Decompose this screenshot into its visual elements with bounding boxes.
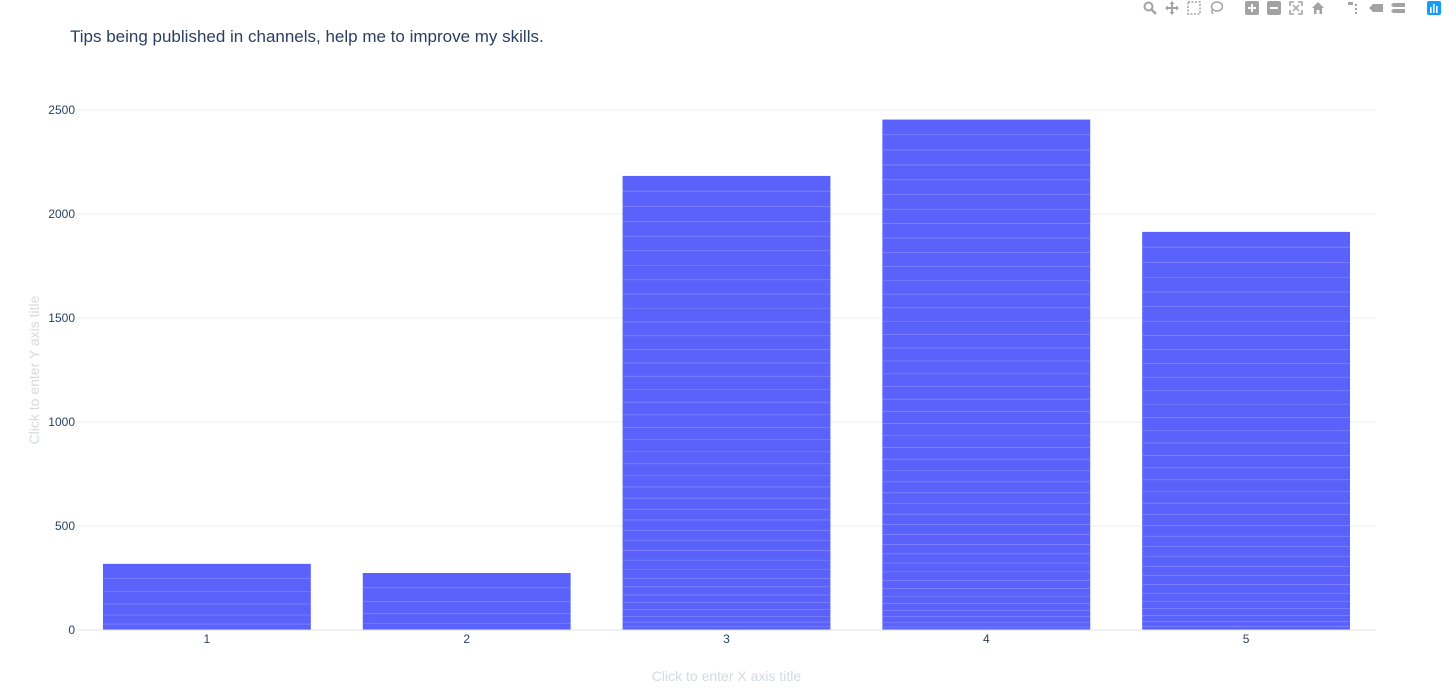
box-select-icon[interactable] xyxy=(1186,0,1202,16)
bar-1[interactable] xyxy=(102,563,311,630)
pan-icon[interactable] xyxy=(1164,0,1180,16)
y-tick-label: 1500 xyxy=(48,311,75,325)
bar-3[interactable] xyxy=(622,175,831,630)
plotly-logo-icon[interactable] xyxy=(1426,0,1442,16)
y-axis-title[interactable]: Click to enter Y axis title xyxy=(26,295,42,444)
x-tick-label: 4 xyxy=(983,632,990,646)
y-tick-label: 2500 xyxy=(48,103,75,117)
hover-closest-icon[interactable] xyxy=(1368,0,1384,16)
zoom-in-icon[interactable] xyxy=(1244,0,1260,16)
chart-title: Tips being published in channels, help m… xyxy=(70,27,544,46)
bar-rect[interactable] xyxy=(622,175,831,630)
bar-rect[interactable] xyxy=(1142,231,1351,630)
bar-5[interactable] xyxy=(1142,231,1351,630)
x-tick-labels: 1 2 3 4 5 xyxy=(204,632,1250,646)
bar-rect[interactable] xyxy=(882,119,1091,631)
modebar xyxy=(1130,0,1442,16)
bar-rect[interactable] xyxy=(102,563,311,630)
zoom-icon[interactable] xyxy=(1142,0,1158,16)
bars xyxy=(102,119,1351,631)
bar-2[interactable] xyxy=(362,573,571,630)
autoscale-icon[interactable] xyxy=(1288,0,1304,16)
x-tick-label: 2 xyxy=(463,632,470,646)
x-tick-label: 1 xyxy=(204,632,211,646)
bar-4[interactable] xyxy=(882,119,1091,631)
reset-axes-icon[interactable] xyxy=(1310,0,1326,16)
y-tick-labels: 0 500 1000 1500 2000 2500 xyxy=(48,103,75,637)
lasso-select-icon[interactable] xyxy=(1208,0,1224,16)
spike-lines-icon[interactable] xyxy=(1346,0,1362,16)
y-tick-label: 500 xyxy=(55,519,75,533)
hover-compare-icon[interactable] xyxy=(1390,0,1406,16)
zoom-out-icon[interactable] xyxy=(1266,0,1282,16)
x-axis-title[interactable]: Click to enter X axis title xyxy=(652,668,802,684)
y-tick-label: 1000 xyxy=(48,415,75,429)
x-tick-label: 5 xyxy=(1243,632,1250,646)
x-tick-label: 3 xyxy=(723,632,730,646)
y-tick-label: 0 xyxy=(68,623,75,637)
y-tick-label: 2000 xyxy=(48,207,75,221)
